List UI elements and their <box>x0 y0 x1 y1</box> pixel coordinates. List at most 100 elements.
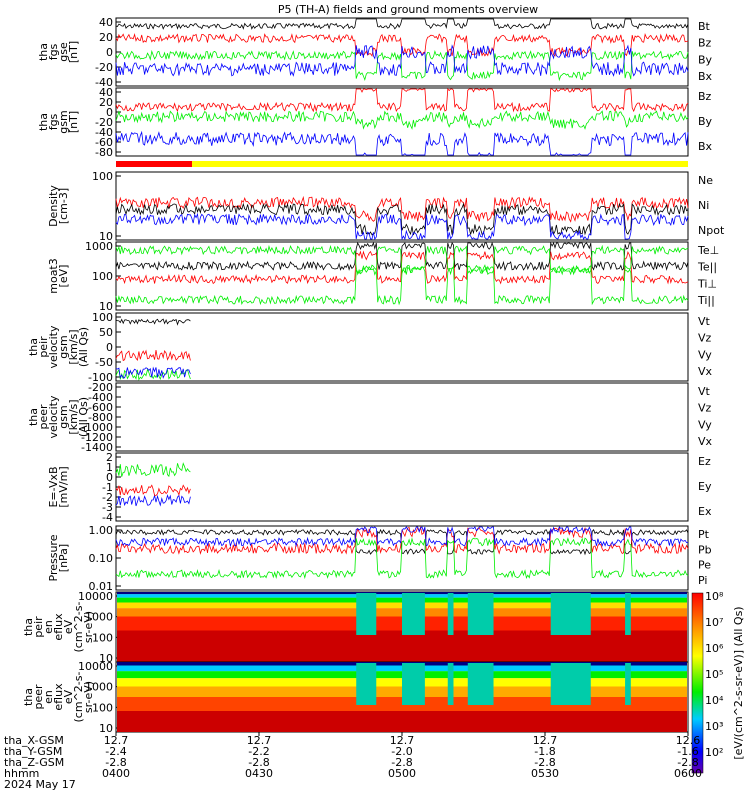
legend-entry: By <box>698 115 713 128</box>
legend-entry: Ni <box>698 199 709 212</box>
x-tick-label: -1.8 <box>534 745 555 758</box>
y-axis-label: sr-eV) <box>82 681 95 713</box>
y-axis-label: (cm^2-s- <box>72 602 85 653</box>
legend-entry: Vz <box>698 402 712 415</box>
y-tick-label: -1200 <box>81 431 113 444</box>
x-tick-label: 12.7 <box>533 734 558 747</box>
y-tick-label: -1 <box>102 481 113 494</box>
y-axis-label: [nT] <box>67 41 80 63</box>
y-axis-label: eV <box>62 689 75 704</box>
y-axis-label: (cm^2-s- <box>72 672 85 723</box>
colorbar-tick-label: 10⁵ <box>705 668 723 681</box>
y-tick-label: 10000 <box>78 660 113 673</box>
y-tick-label: -20 <box>95 116 113 129</box>
spectrogram-interval <box>402 593 425 635</box>
y-axis-label: moat3 <box>47 258 60 294</box>
mode-bar-fast <box>192 161 688 167</box>
series-line-Bx <box>115 44 689 77</box>
y-axis-label: tha <box>37 113 50 131</box>
y-axis-label: tha <box>22 618 35 636</box>
spectrogram-interval <box>550 593 591 635</box>
y-tick-label: -1000 <box>81 421 113 434</box>
x-tick-label: 12.7 <box>390 734 415 747</box>
y-axis-label: tha <box>22 688 35 706</box>
y-tick-label: -200 <box>88 381 113 394</box>
series-line-Vy <box>115 368 191 381</box>
spectrogram <box>117 662 687 732</box>
panel-pressure: Pressure[nPa] 1.00 0.10 0.01 Pt Pb Pe Pi <box>47 524 712 593</box>
y-tick-label: 40 <box>99 16 113 29</box>
legend-entry: Bx <box>698 140 713 153</box>
panel-frame <box>115 525 689 591</box>
y-tick-label: 40 <box>99 86 113 99</box>
legend-entry: Npot <box>698 224 725 237</box>
chart-title: P5 (TH-A) fields and ground moments over… <box>278 3 538 16</box>
x-row-label: tha_Z-GSM <box>4 756 64 769</box>
y-tick-label: -40 <box>95 126 113 139</box>
y-tick-label: -100 <box>88 371 113 384</box>
panel-temp: moat3[eV] 1000 100 10 Te⊥ Te|| Ti⊥ Ti|| <box>47 240 719 313</box>
legend-entry: Vy <box>698 348 712 361</box>
series-line-Pi <box>115 526 689 548</box>
spectrogram-interval <box>402 663 425 705</box>
y-axis-label: gsm <box>57 405 70 428</box>
colorbar-tick-label: 10² <box>705 746 723 759</box>
legend-entry: Bz <box>698 90 712 103</box>
y-axis-label: tha <box>37 43 50 61</box>
y-tick-label: 10 <box>99 300 113 313</box>
y-axis-label: tha <box>27 338 40 356</box>
y-tick-label: -400 <box>88 391 113 404</box>
series-line-Vt <box>115 318 191 326</box>
legend-entry: Bt <box>698 20 711 33</box>
series-line-Vx <box>115 366 191 379</box>
series-line-Ex <box>115 493 191 507</box>
y-axis-label: peer <box>37 404 50 430</box>
y-tick-label: -50 <box>95 356 113 369</box>
series-line-Ey <box>115 462 191 478</box>
legend-entry: Te|| <box>697 261 717 274</box>
colorbar-tick-label: 10⁶ <box>705 642 724 655</box>
x-tick-label: 12.7 <box>104 734 129 747</box>
legend-entry: Vy <box>698 418 712 431</box>
y-tick-label: 0.10 <box>89 552 114 565</box>
y-axis-label: (All Qs) <box>77 327 90 367</box>
spectrogram-interval <box>550 663 591 705</box>
legend-entry: Vx <box>698 365 713 378</box>
panel-frame <box>115 452 689 522</box>
y-tick-label: 20 <box>99 96 113 109</box>
x-tick-label: 0430 <box>245 767 273 780</box>
y-tick-label: -40 <box>95 76 113 89</box>
y-axis-label: velocity <box>47 395 60 438</box>
colorbar-tick-label: 10⁴ <box>705 694 724 707</box>
series-line-Ne <box>115 195 689 223</box>
y-axis-label: [nT] <box>67 111 80 133</box>
x-tick-label: -2.8 <box>248 756 269 769</box>
x-tick-label: 0600 <box>674 767 702 780</box>
y-axis-label: Density <box>47 185 60 227</box>
colorbar: 10⁸ 10⁷ 10⁶ 10⁵ 10⁴ 10³ 10² [eV/(cm^2-s-sr-eV)]… <box>691 590 745 774</box>
x-row-label: hhmm <box>4 767 39 780</box>
y-axis-label: eflux <box>52 683 65 711</box>
y-axis-label: [km/s] <box>67 329 80 364</box>
spectrogram-interval <box>625 593 631 635</box>
series-line-Pb <box>115 525 689 555</box>
legend-entry: By <box>698 53 713 66</box>
x-tick-label: 0500 <box>388 767 416 780</box>
y-axis-label: en <box>42 620 55 634</box>
y-tick-label: 100 <box>92 170 113 183</box>
series-line-By <box>115 49 689 82</box>
spectrogram-interval <box>447 663 454 705</box>
y-tick-label: 10 <box>99 722 113 735</box>
colorbar-tick-label: 10⁸ <box>705 590 724 603</box>
legend-entry: Vt <box>698 385 711 398</box>
legend-entry: Ez <box>698 455 711 468</box>
y-tick-label: -80 <box>95 146 113 159</box>
y-axis-label: E=-VxB <box>47 466 60 507</box>
x-row-label: tha_X-GSM <box>4 734 64 747</box>
legend-entry: Ne <box>698 174 713 187</box>
legend-entry: Vz <box>698 332 712 345</box>
series-line-Pt <box>115 528 689 556</box>
x-tick-label: -2.8 <box>391 756 412 769</box>
